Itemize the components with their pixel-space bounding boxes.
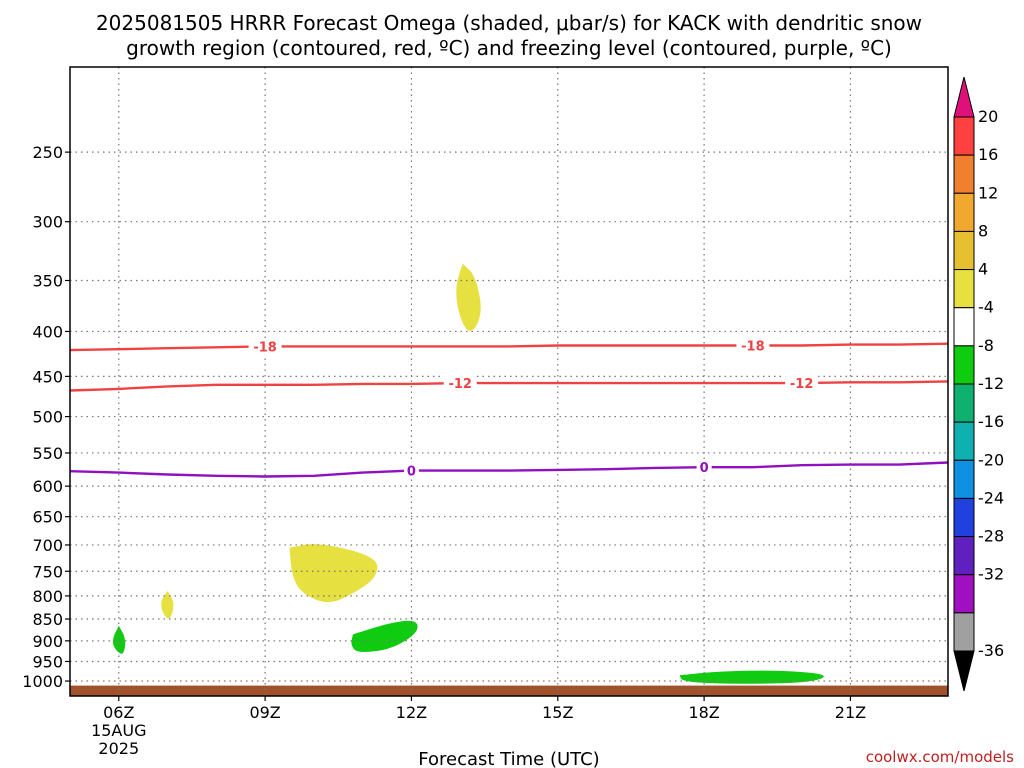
y-tick-label: 750: [32, 562, 63, 581]
colorbar-label: 8: [978, 221, 988, 240]
colorbar-label: 12: [978, 183, 998, 202]
colorbar-swatch: [953, 421, 975, 461]
y-tick-label: 400: [32, 322, 63, 341]
colorbar-swatch: [953, 345, 975, 385]
x-tick-label: 09Z: [249, 703, 280, 722]
y-tick-label: 250: [32, 143, 63, 162]
y-tick-label: 850: [32, 610, 63, 629]
contour-label--12: -12: [790, 377, 814, 392]
y-tick-label: 350: [32, 272, 63, 291]
omega-region-2: [289, 544, 378, 603]
y-tick-label: 900: [32, 632, 63, 651]
colorbar-swatch: [953, 383, 975, 423]
contour-label-bg: [696, 459, 712, 476]
y-tick-label: 800: [32, 587, 63, 606]
contour-lines: -18 -18 -12 -12 0 0: [70, 337, 948, 480]
colorbar-label: 4: [978, 260, 988, 279]
colorbar-top-arrow: [953, 76, 975, 118]
colorbar-label: -32: [978, 565, 1004, 584]
y-tick-label: 1000: [22, 672, 63, 691]
ground-strip: [70, 685, 948, 696]
contour-label-0: 0: [700, 461, 709, 476]
colorbar-label: -28: [978, 527, 1004, 546]
colorbar-label: 16: [978, 145, 998, 164]
y-tick-label: 300: [32, 213, 63, 232]
y-tick-label: 450: [32, 367, 63, 386]
credit-text: coolwx.com/models: [866, 748, 1014, 766]
plot-frame: [69, 66, 949, 697]
y-tick-label: 600: [32, 477, 63, 496]
x-tick-label: 18Z: [688, 703, 719, 722]
x-tick-year: 2025: [98, 739, 139, 758]
y-tick-label: 650: [32, 508, 63, 527]
colorbar-swatch: [953, 307, 975, 347]
colorbar-label: -8: [978, 336, 994, 355]
contour-label-0: 0: [407, 465, 416, 480]
contour-0: [70, 461, 948, 478]
contour-label--18: -18: [253, 340, 277, 355]
colorbar-swatch: [953, 192, 975, 232]
omega-region-5: [351, 620, 418, 652]
colorbar-swatch: [953, 230, 975, 271]
colorbar-label: -12: [978, 374, 1004, 393]
colorbar-swatch: [953, 574, 975, 614]
x-tick-label: 15Z: [542, 703, 573, 722]
colorbar-label: -4: [978, 298, 994, 317]
colorbar-swatch: [953, 269, 975, 309]
contour-label-bg: [785, 375, 819, 392]
colorbar-label: 20: [978, 107, 998, 126]
colorbar-label: -16: [978, 412, 1004, 431]
y-tick-label: 500: [32, 408, 63, 427]
colorbar-swatch: [953, 459, 975, 499]
contour--18: [70, 342, 948, 352]
x-tick-label: 06Z: [103, 703, 134, 722]
colorbar-swatch: [953, 116, 975, 156]
contour-label-bg: [403, 462, 419, 479]
chart-title-line2: growth region (contoured, red, ºC) and f…: [126, 36, 892, 60]
contour-label-bg: [736, 337, 770, 354]
x-tick-label: 12Z: [396, 703, 427, 722]
y-tick-label: 950: [32, 652, 63, 671]
colorbar-swatch: [953, 536, 975, 576]
omega-regions: [112, 263, 824, 684]
colorbar-label: -36: [978, 641, 1004, 660]
colorbar-swatch: [953, 612, 975, 652]
contour-label-bg: [443, 375, 477, 392]
x-tick-date: 15AUG: [91, 721, 146, 740]
plot-area: -18 -18 -12 -12 0 0 250 300 350 400 450 500 550 600 65…: [22, 66, 949, 758]
omega-region-3: [161, 591, 174, 619]
colorbar-swatch: [953, 497, 975, 538]
y-tick-label: 550: [32, 444, 63, 463]
colorbar-label: -24: [978, 488, 1004, 507]
colorbar: 20 16 12 8 4 -4 -8 -12 -16 -20 -24 -28 -32 -36: [953, 76, 1004, 692]
chart-title-line1: 2025081505 HRRR Forecast Omega (shaded, …: [96, 11, 922, 35]
colorbar-label: -20: [978, 450, 1004, 469]
colorbar-bottom-arrow: [953, 650, 975, 692]
y-tick-label: 700: [32, 536, 63, 555]
omega-region-1: [456, 263, 481, 331]
contour-label-bg: [248, 338, 282, 355]
x-axis-label: Forecast Time (UTC): [418, 749, 599, 768]
x-tick-label: 21Z: [835, 703, 866, 722]
contour-label--12: -12: [448, 377, 472, 392]
colorbar-swatch: [953, 154, 975, 194]
omega-region-6: [679, 670, 824, 684]
y-axis: 250 300 350 400 450 500 550 600 650 700 750 800 850 9…: [22, 143, 70, 691]
contour-label--18: -18: [741, 339, 765, 354]
